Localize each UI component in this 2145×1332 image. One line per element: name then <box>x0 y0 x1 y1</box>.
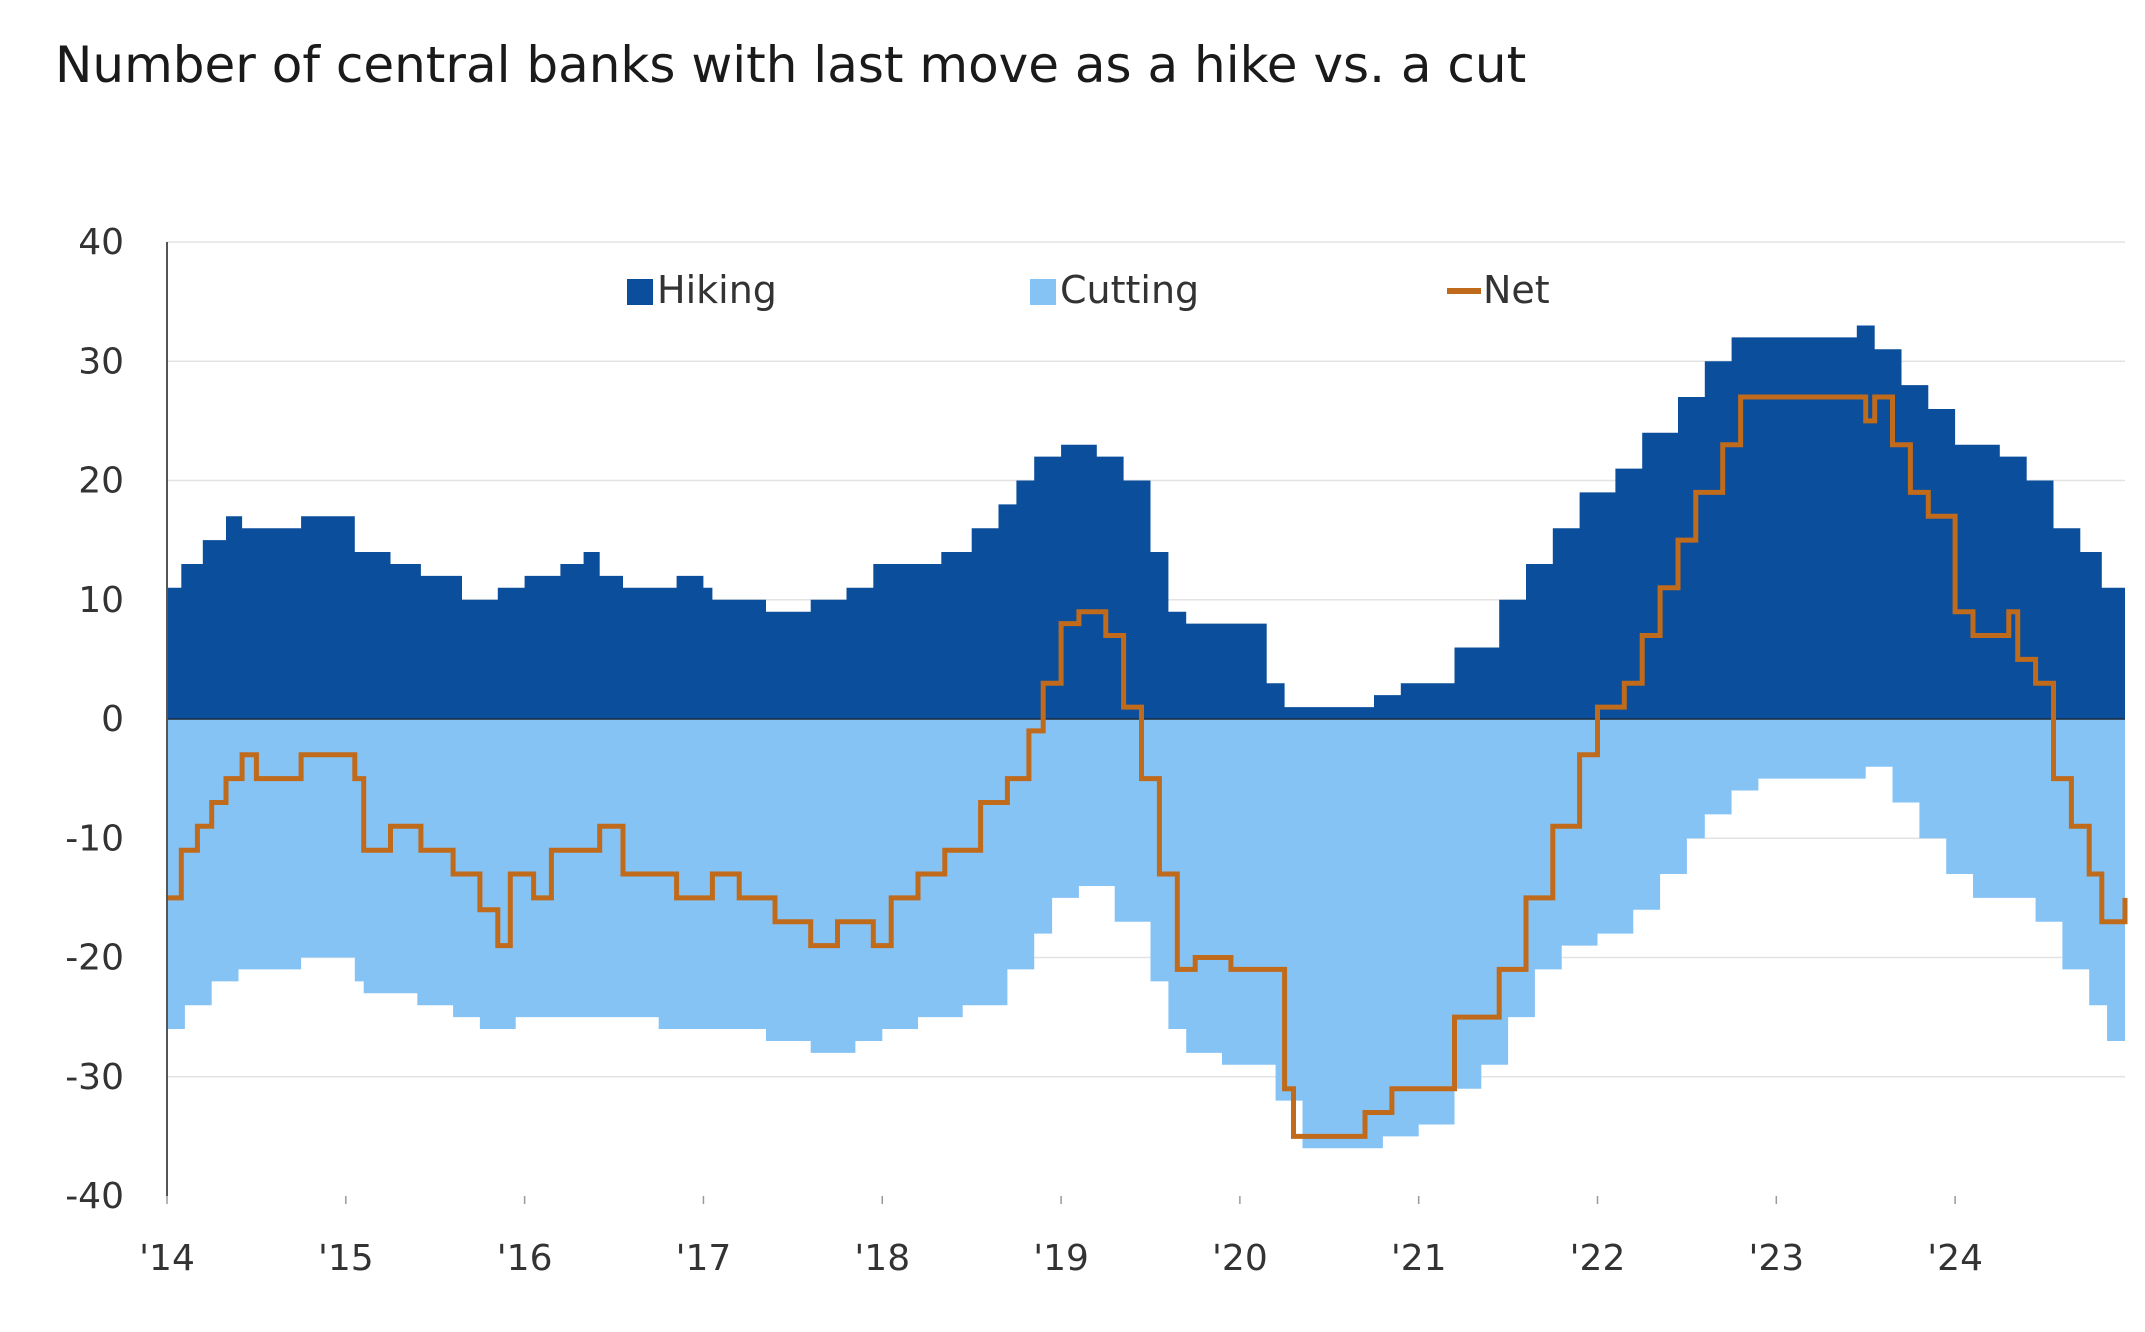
y-tick-label: 0 <box>101 699 124 740</box>
legend-label: Net <box>1483 268 1550 312</box>
series-net-line <box>167 394 2128 1139</box>
legend: Hiking Cutting Net <box>627 268 1550 312</box>
y-tick-label: 10 <box>78 580 124 621</box>
x-tick-label: '14 <box>139 1238 195 1279</box>
legend-item-cutting: Cutting <box>1030 268 1199 312</box>
x-tick-label: '22 <box>1570 1238 1626 1279</box>
x-tick-label: '20 <box>1212 1238 1268 1279</box>
x-tick-label: '16 <box>497 1238 553 1279</box>
x-tick-label: '19 <box>1033 1238 1089 1279</box>
x-tick-label: '23 <box>1748 1238 1804 1279</box>
legend-swatch <box>1030 279 1056 305</box>
axes: 40 30 20 10 0 -10 -20 -30 -40 '14 '15 '16 '17 '18 '19 '… <box>65 222 1983 1279</box>
y-tick-label: 30 <box>78 341 124 382</box>
x-tick-label: '17 <box>676 1238 732 1279</box>
legend-swatch <box>627 279 653 305</box>
legend-label: Cutting <box>1060 268 1199 312</box>
y-tick-label: 40 <box>78 222 124 263</box>
legend-item-hiking: Hiking <box>627 268 777 312</box>
y-tick-label: -30 <box>65 1057 124 1098</box>
x-tick-label: '21 <box>1391 1238 1447 1279</box>
series-layer <box>167 325 2128 1149</box>
x-tick-label: '18 <box>854 1238 910 1279</box>
x-tick-label: '24 <box>1927 1238 1983 1279</box>
y-tick-label: -40 <box>65 1176 124 1217</box>
series-cutting-area <box>167 719 2125 1149</box>
series-hiking-area <box>167 325 2125 719</box>
legend-item-net: Net <box>1447 268 1550 312</box>
y-tick-label: -20 <box>65 938 124 979</box>
y-tick-label: 20 <box>78 461 124 502</box>
x-tick-label: '15 <box>318 1238 374 1279</box>
chart-title: Number of central banks with last move a… <box>55 36 1527 94</box>
legend-label: Hiking <box>657 268 777 312</box>
y-tick-label: -10 <box>65 818 124 859</box>
